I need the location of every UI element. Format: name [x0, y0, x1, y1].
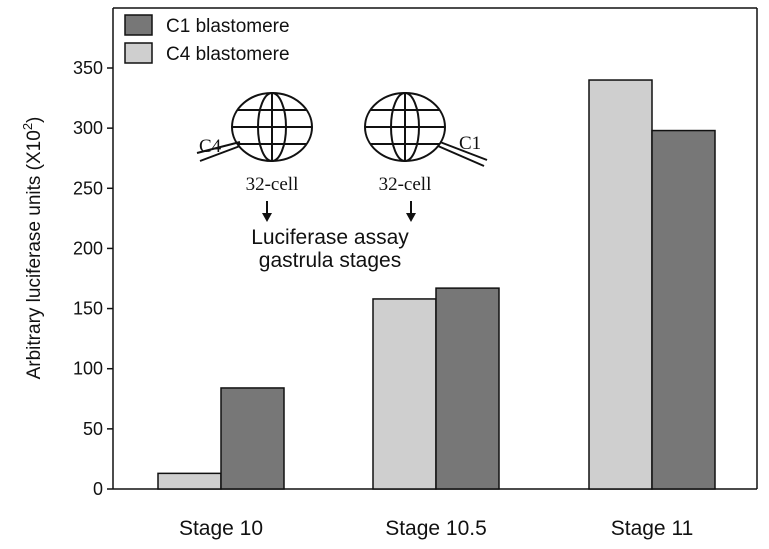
bar-c4-stage-10-5 [372, 298, 437, 490]
pipette-left-icon [196, 141, 241, 154]
bars [157, 79, 716, 490]
down-arrow-left-icon [262, 201, 272, 222]
y-axis-label: Arbitrary luciferase units (X102) [20, 117, 45, 380]
x-axis-category-labels: Stage 10 Stage 10.5 Stage 11 [179, 517, 693, 540]
legend-swatch-c1 [124, 14, 153, 36]
bar-c1-stage-10-5 [435, 287, 500, 490]
left-embryo-label: C4 [199, 136, 222, 157]
x-category-label: Stage 10 [179, 517, 263, 540]
bar-c4-stage-11 [588, 79, 653, 490]
y-axis-ticks: 0 50 100 150 200 250 300 350 [73, 58, 113, 499]
pipette-right-icon [439, 141, 488, 161]
legend: C1 blastomere C4 blastomere [124, 14, 290, 65]
embryo-right-icon [364, 92, 488, 167]
assay-label-line2: gastrula stages [259, 249, 401, 272]
bar-c4-stage-10 [157, 472, 222, 490]
y-tick-label: 300 [73, 118, 103, 138]
y-tick-label: 100 [73, 359, 103, 379]
y-tick-label: 150 [73, 299, 103, 319]
y-tick-label: 250 [73, 178, 103, 198]
legend-label-c4: C4 blastomere [166, 44, 290, 65]
legend-swatch-c4 [124, 42, 153, 64]
y-tick-label: 350 [73, 58, 103, 78]
y-tick-label: 200 [73, 238, 103, 258]
bar-c1-stage-11 [651, 129, 716, 490]
embryo-left-icon [196, 92, 313, 162]
left-stage-label: 32-cell [246, 174, 299, 195]
y-tick-label: 50 [83, 419, 103, 439]
legend-label-c1: C1 blastomere [166, 16, 290, 37]
x-category-label: Stage 11 [611, 517, 694, 540]
experiment-schematic: C4 32-cell C1 32-cell Luciferase assay g… [196, 92, 488, 272]
down-arrow-right-icon [406, 201, 416, 222]
right-stage-label: 32-cell [379, 174, 432, 195]
x-category-label: Stage 10.5 [385, 517, 487, 540]
right-embryo-label: C1 [459, 133, 481, 154]
y-tick-label: 0 [93, 479, 103, 499]
bar-c1-stage-10 [220, 387, 285, 490]
assay-label-line1: Luciferase assay [251, 226, 409, 249]
